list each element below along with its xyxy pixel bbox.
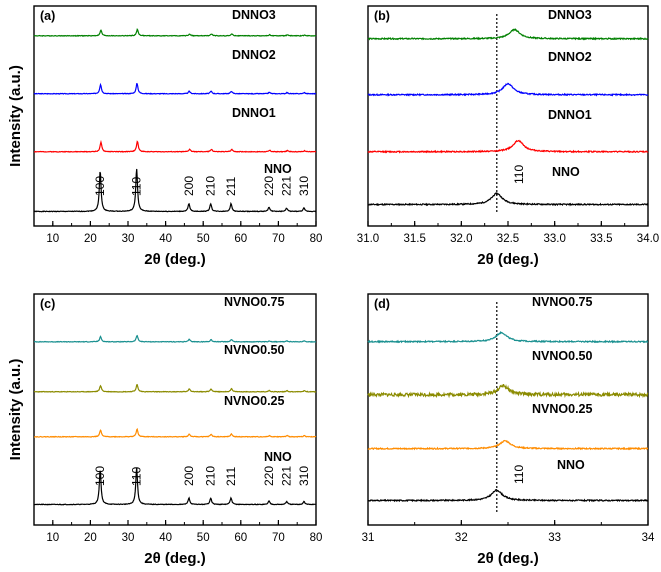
panel-a-hkl-label: 211 <box>224 177 238 196</box>
panel-d-xtick-label: 31 <box>362 532 375 544</box>
panel-a-xtick-label: 70 <box>272 233 285 245</box>
panel-c-letter: (c) <box>40 297 55 311</box>
panel-c-hkl-label: 211 <box>224 467 238 486</box>
panel-b-xtick-label: 31.5 <box>403 233 425 245</box>
panel-c-ylabel: Intensity (a.u.) <box>7 359 24 461</box>
panel-b-xtick-label: 31.0 <box>357 233 379 245</box>
panel-d-hkl-label: 110 <box>512 465 526 484</box>
panel-c-hkl-label: 220 <box>262 466 276 486</box>
panel-b-series-dnno1 <box>367 139 649 154</box>
panel-c-xtick-label: 60 <box>234 532 247 544</box>
panel-a: 10 20 30 40 50 60 70 80 2θ (deg.) Intensity (a.u.… <box>7 5 323 268</box>
panel-d-xlabel: 2θ (deg.) <box>477 550 538 567</box>
panel-a-xtick-label: 30 <box>122 233 135 245</box>
panel-d-frame <box>367 293 649 526</box>
panel-c-hkl-label: 310 <box>297 466 311 486</box>
panel-d-series-label: NVNO0.25 <box>532 402 592 416</box>
panel-a-series-dnno1 <box>33 139 317 153</box>
panel-b-series-label: DNNO3 <box>548 8 592 22</box>
panel-b-letter: (b) <box>374 9 390 23</box>
panel-b-series-dnno3 <box>367 28 649 41</box>
panel-a-frame <box>33 5 317 227</box>
panel-a-series-label: DNNO2 <box>232 48 276 62</box>
panel-d-series-nno <box>367 488 649 503</box>
panel-a-ylabel: Intensity (a.u.) <box>7 65 24 167</box>
panel-b-series-label: DNNO1 <box>548 108 592 122</box>
panel-c-series-nvno075 <box>33 334 317 343</box>
panel-c-xtick-label: 40 <box>159 532 172 544</box>
panel-b-series-dnno2 <box>367 82 649 97</box>
panel-d-series-label: NNO <box>557 458 585 472</box>
panel-a-hkl-label: 221 <box>280 176 294 196</box>
panel-c: 10 20 30 40 50 60 70 80 2θ (deg.) Intensity (a.u.… <box>7 293 323 567</box>
panel-a-hkl-label: 220 <box>262 176 276 196</box>
panel-a-xtick-label: 50 <box>197 233 210 245</box>
panel-c-xtick-label: 70 <box>272 532 285 544</box>
panel-b-xlabel: 2θ (deg.) <box>477 251 538 268</box>
panel-a-hkl-label: 110 <box>130 177 144 196</box>
panel-b-xtick-label: 33.0 <box>543 233 565 245</box>
panel-c-series-nno <box>34 467 317 506</box>
panel-a-xtick-label: 60 <box>234 233 247 245</box>
panel-c-series-nvno050 <box>33 384 317 393</box>
panel-a-hkl-label: 100 <box>93 176 107 196</box>
panel-a-series-nno <box>33 168 317 213</box>
panel-a-series-label: DNNO3 <box>232 8 276 22</box>
panel-d-series-nvno050 <box>367 383 649 399</box>
panel-c-series-label: NVNO0.50 <box>224 343 284 357</box>
panel-c-xlabel: 2θ (deg.) <box>144 550 205 567</box>
panel-a-xtick-label: 80 <box>310 233 323 245</box>
panel-d-xtick-label: 33 <box>548 532 561 544</box>
panel-c-series-nvno025 <box>33 427 317 438</box>
panel-a-series-dnno2 <box>33 82 317 95</box>
panel-a-xtick-label: 10 <box>46 233 59 245</box>
panel-c-hkl-label: 210 <box>204 466 218 486</box>
panel-c-xtick-label: 30 <box>122 532 135 544</box>
panel-c-hkl-label: 221 <box>280 466 294 486</box>
panel-a-series-label: NNO <box>264 162 292 176</box>
panel-c-hkl-label: 200 <box>182 466 196 486</box>
panel-d-xtick-label: 32 <box>455 532 468 544</box>
panel-c-xtick-label: 80 <box>310 532 323 544</box>
panel-a-xlabel: 2θ (deg.) <box>144 251 205 268</box>
panel-a-series-dnno3 <box>33 28 317 37</box>
panel-c-xtick-label: 50 <box>197 532 210 544</box>
panel-a-series-label: DNNO1 <box>232 106 276 120</box>
panel-d: 31 32 33 34 2θ (deg.) (d) NNO NVNO0.25 NVNO0.50 N… <box>362 293 655 567</box>
panel-d-series-label: NVNO0.75 <box>532 295 592 309</box>
panel-c-xtick-label: 20 <box>84 532 97 544</box>
panel-b-series-label: NNO <box>552 165 580 179</box>
panel-a-letter: (a) <box>40 9 55 23</box>
panel-c-xtick-label: 10 <box>46 532 59 544</box>
panel-c-hkl-label: 110 <box>130 467 144 486</box>
panel-b-series-nno <box>367 192 649 207</box>
panel-b-xtick-label: 34.0 <box>637 233 659 245</box>
panel-a-xtick-label: 20 <box>84 233 97 245</box>
panel-b: 31.0 31.5 32.0 32.5 33.0 33.5 34.0 2θ (deg.) (b)… <box>357 5 659 268</box>
panel-d-series-nvno025 <box>367 439 649 451</box>
panel-d-series-nvno075 <box>367 330 649 344</box>
panel-c-series-label: NNO <box>264 450 292 464</box>
panel-b-xtick-label: 32.0 <box>450 233 472 245</box>
panel-c-hkl-label: 100 <box>93 466 107 486</box>
panel-b-xtick-label: 33.5 <box>590 233 612 245</box>
panel-d-letter: (d) <box>374 297 390 311</box>
panel-a-hkl-label: 310 <box>297 176 311 196</box>
panel-b-xtick-label: 32.5 <box>497 233 519 245</box>
panel-b-hkl-label: 110 <box>512 165 526 184</box>
panel-d-xtick-label: 34 <box>642 532 655 544</box>
panel-c-series-label: NVNO0.75 <box>224 295 284 309</box>
panel-d-series-label: NVNO0.50 <box>532 349 592 363</box>
panel-c-series-label: NVNO0.25 <box>224 394 284 408</box>
panel-b-series-label: DNNO2 <box>548 50 592 64</box>
panel-a-xtick-label: 40 <box>159 233 172 245</box>
panel-a-hkl-label: 210 <box>204 176 218 196</box>
panel-a-hkl-label: 200 <box>182 176 196 196</box>
panel-c-frame <box>33 293 317 526</box>
